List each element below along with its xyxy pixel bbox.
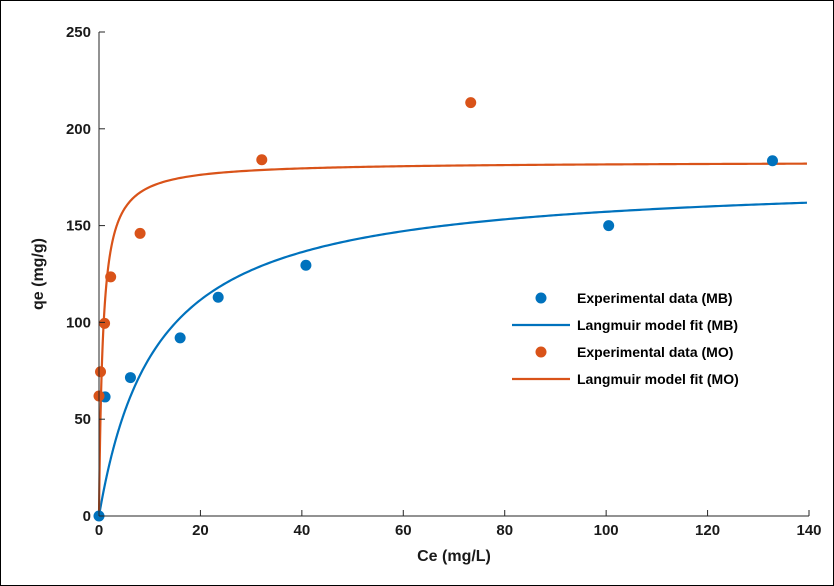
x-tick-label: 120 — [695, 522, 720, 539]
y-tick-label: 250 — [66, 24, 91, 41]
x-tick-label: 40 — [294, 522, 311, 539]
x-tick-label: 80 — [496, 522, 513, 539]
y-tick-label: 100 — [66, 314, 91, 331]
data-point-s2-2 — [99, 317, 111, 329]
y-tick-label: 0 — [83, 508, 91, 525]
y-tick-label: 50 — [74, 411, 91, 428]
data-point-s0-6 — [603, 220, 615, 232]
x-tick-label: 140 — [796, 522, 821, 539]
legend-label: Experimental data (MB) — [577, 290, 733, 306]
x-tick-label: 100 — [594, 522, 619, 539]
data-point-s0-3 — [174, 332, 186, 344]
x-axis-label: Ce (mg/L) — [417, 548, 491, 565]
data-point-s2-4 — [134, 227, 146, 239]
fit-curve-1 — [97, 201, 808, 517]
legend-marker — [535, 292, 547, 304]
legend: Experimental data (MB) Langmuir model fit… — [512, 290, 739, 387]
data-points — [93, 97, 778, 522]
y-axis-label: qe (mg/g) — [30, 238, 47, 310]
y-tick-label: 150 — [66, 218, 91, 235]
x-ticks: 0 20 40 60 80 100 120 140 — [95, 510, 822, 539]
data-point-s2-5 — [256, 154, 268, 166]
data-point-s0-4 — [212, 291, 224, 303]
plot-area — [99, 32, 809, 516]
data-point-s0-5 — [300, 259, 312, 271]
legend-marker — [535, 346, 547, 358]
fit-curve-3 — [97, 162, 807, 517]
data-point-s0-7 — [766, 155, 778, 167]
data-point-s0-2 — [124, 372, 136, 384]
fit-curves — [97, 162, 808, 517]
data-point-s2-6 — [465, 97, 477, 109]
legend-label: Experimental data (MO) — [577, 344, 733, 360]
y-tick-label: 200 — [66, 121, 91, 138]
data-point-s2-3 — [105, 271, 117, 283]
x-tick-label: 20 — [192, 522, 209, 539]
x-tick-label: 0 — [95, 522, 103, 539]
y-ticks: 0 50 100 150 200 250 — [66, 24, 105, 525]
legend-label: Langmuir model fit (MO) — [577, 371, 739, 387]
x-tick-label: 60 — [395, 522, 412, 539]
data-point-s2-1 — [95, 366, 107, 378]
axes — [98, 32, 809, 517]
legend-label: Langmuir model fit (MB) — [577, 317, 738, 333]
